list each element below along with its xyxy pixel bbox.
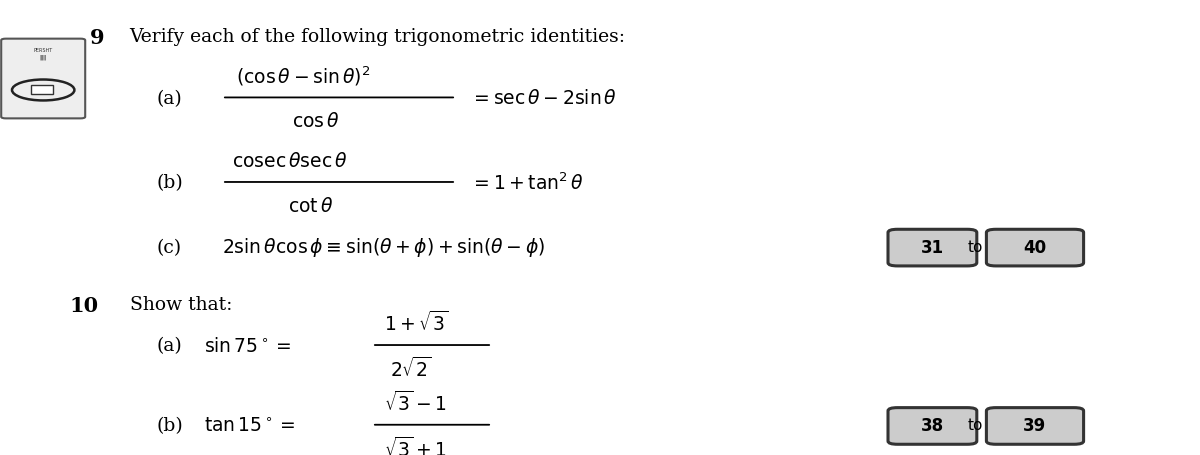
Text: (b): (b): [156, 417, 182, 435]
Text: 40: 40: [1024, 238, 1046, 257]
Text: $1+\sqrt{3}$: $1+\sqrt{3}$: [384, 311, 449, 335]
Text: 9: 9: [90, 28, 104, 48]
Text: $\sqrt{3}+1$: $\sqrt{3}+1$: [384, 437, 446, 455]
FancyBboxPatch shape: [888, 408, 977, 444]
Text: $= 1 + \tan^2\theta$: $= 1 + \tan^2\theta$: [470, 172, 584, 194]
Text: to: to: [968, 419, 983, 434]
Text: (c): (c): [156, 238, 181, 257]
Text: $\mathrm{cosec}\,\theta\sec\theta$: $\mathrm{cosec}\,\theta\sec\theta$: [232, 152, 347, 171]
Text: PERSHT
‖‖‖: PERSHT ‖‖‖: [34, 48, 53, 60]
Text: $2\sqrt{2}$: $2\sqrt{2}$: [390, 357, 432, 381]
Text: $( \cos\theta - \sin\theta)^2$: $( \cos\theta - \sin\theta)^2$: [236, 65, 371, 88]
Text: $\sin 75^\circ =$: $\sin 75^\circ =$: [204, 337, 292, 356]
Text: $2\sin\theta\cos\phi \equiv \sin(\theta+\phi) + \sin(\theta-\phi)$: $2\sin\theta\cos\phi \equiv \sin(\theta+…: [222, 236, 545, 259]
Text: 39: 39: [1024, 417, 1046, 435]
Text: 38: 38: [920, 417, 944, 435]
Text: $\cot\theta$: $\cot\theta$: [288, 197, 334, 216]
Text: $\sqrt{3}-1$: $\sqrt{3}-1$: [384, 391, 446, 415]
FancyBboxPatch shape: [986, 229, 1084, 266]
Text: 10: 10: [70, 296, 98, 316]
Text: Show that:: Show that:: [130, 296, 232, 314]
Text: Verify each of the following trigonometric identities:: Verify each of the following trigonometr…: [130, 28, 625, 46]
Text: $= \sec\theta - 2\sin\theta$: $= \sec\theta - 2\sin\theta$: [470, 89, 618, 108]
Text: to: to: [968, 240, 983, 255]
Text: $\tan 15^\circ =$: $\tan 15^\circ =$: [204, 416, 295, 435]
Text: (a): (a): [156, 337, 181, 355]
FancyBboxPatch shape: [31, 85, 53, 94]
Text: 31: 31: [920, 238, 944, 257]
FancyBboxPatch shape: [888, 229, 977, 266]
FancyBboxPatch shape: [986, 408, 1084, 444]
Text: $\cos\theta$: $\cos\theta$: [292, 112, 340, 131]
Text: (a): (a): [156, 90, 181, 108]
Text: (b): (b): [156, 174, 182, 192]
FancyBboxPatch shape: [1, 39, 85, 118]
